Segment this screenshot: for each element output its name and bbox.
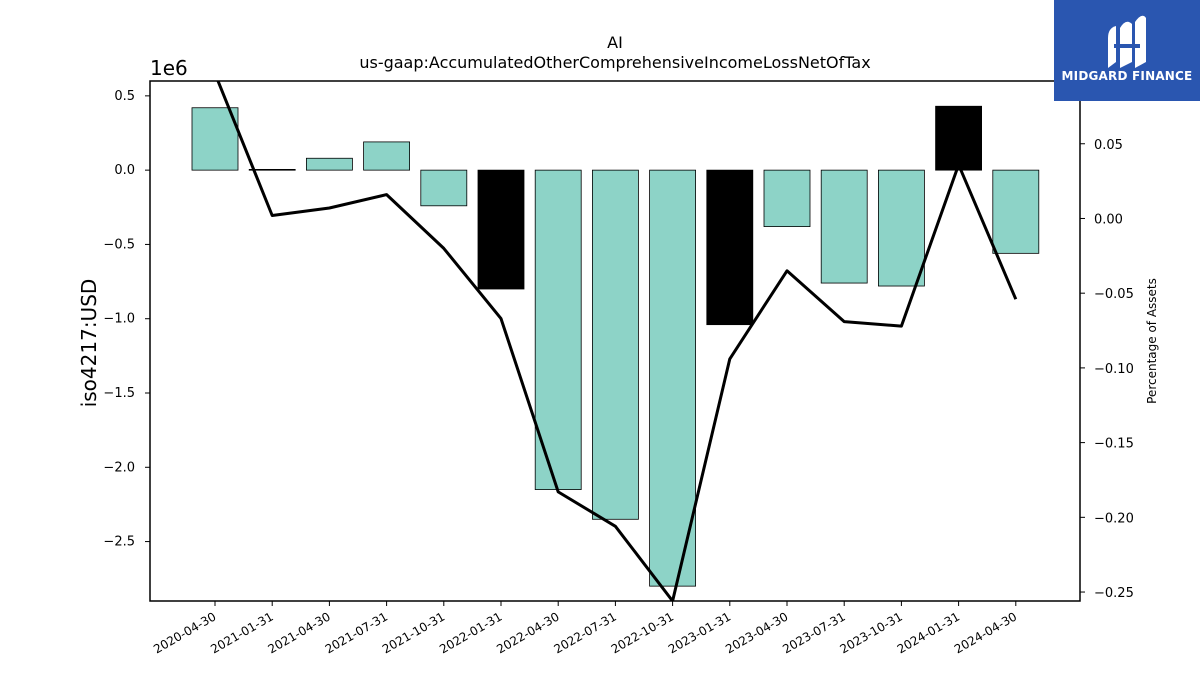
bar-2023-07-31 — [820, 169, 868, 284]
bar-2022-04-30 — [534, 169, 582, 490]
x-tick-label: 2022-10-31 — [609, 609, 676, 656]
x-tick-label: 2021-01-31 — [208, 609, 275, 656]
y2-tick-label: 0.00 — [1094, 212, 1123, 227]
brand-logo: MIDGARD FINANCE — [1054, 0, 1200, 101]
bar-2023-04-30 — [763, 169, 811, 227]
y-tick-label: −2.5 — [103, 535, 135, 550]
x-tick-label: 2023-01-31 — [666, 609, 733, 656]
x-tick-label: 2021-07-31 — [323, 609, 390, 656]
x-tick-label: 2024-04-30 — [952, 609, 1019, 656]
x-tick-label: 2023-07-31 — [780, 609, 847, 656]
y-tick-label: 0.5 — [114, 89, 135, 104]
line-layer — [216, 81, 1018, 601]
bar-2022-10-31 — [649, 169, 696, 587]
bar-2024-01-31 — [935, 105, 982, 171]
bar-2021-01-31 — [248, 168, 296, 171]
y2-tick-label: −0.20 — [1094, 511, 1134, 526]
chart-title: AI — [607, 33, 623, 52]
x-tick-label: 2023-04-30 — [723, 609, 790, 656]
bar-2023-01-31 — [706, 169, 754, 326]
bar-2024-04-30 — [992, 169, 1040, 254]
bar-2021-10-31 — [420, 169, 468, 207]
bar-2022-01-31 — [477, 169, 525, 290]
y-tick-label: −2.0 — [103, 460, 135, 475]
x-tick-label: 2022-01-31 — [437, 609, 504, 656]
bar-2022-07-31 — [592, 169, 639, 520]
y2-tick-label: 0.05 — [1094, 138, 1123, 153]
y-tick-label: −0.5 — [103, 237, 135, 252]
logo-mark-icon — [1108, 15, 1146, 68]
bar-2021-07-31 — [363, 141, 411, 171]
bar-2021-04-30 — [305, 157, 353, 171]
chart-subtitle: us-gaap:AccumulatedOtherComprehensiveInc… — [359, 53, 870, 72]
x-tick-label: 2022-07-31 — [551, 609, 618, 656]
y2-axis-label: Percentage of Assets — [1145, 278, 1159, 404]
x-tick-label: 2024-01-31 — [895, 609, 962, 656]
y2-tick-label: −0.10 — [1094, 362, 1134, 377]
percentage-of-assets-line — [216, 81, 1018, 601]
bar-2023-10-31 — [878, 169, 925, 287]
x-tick-label: 2023-10-31 — [837, 609, 904, 656]
y2-tick-label: −0.15 — [1094, 437, 1134, 452]
y2-tick-label: −0.25 — [1094, 586, 1134, 601]
bars-layer — [191, 105, 1040, 587]
x-tick-label: 2021-04-30 — [265, 609, 332, 656]
y-tick-label: −1.5 — [103, 386, 135, 401]
y2-tick-label: −0.05 — [1094, 287, 1134, 302]
y-tick-label: −1.0 — [103, 312, 135, 327]
brand-name: MIDGARD FINANCE — [1061, 69, 1193, 83]
x-tick-label: 2022-04-30 — [494, 609, 561, 656]
x-tick-label: 2020-04-30 — [151, 609, 218, 656]
x-tick-label: 2021-10-31 — [380, 609, 447, 656]
y-axis-label: iso4217:USD — [77, 279, 101, 408]
y-axis-multiplier: 1e6 — [150, 56, 188, 80]
bar-2020-04-30 — [191, 107, 239, 171]
y-tick-label: 0.0 — [114, 163, 135, 178]
